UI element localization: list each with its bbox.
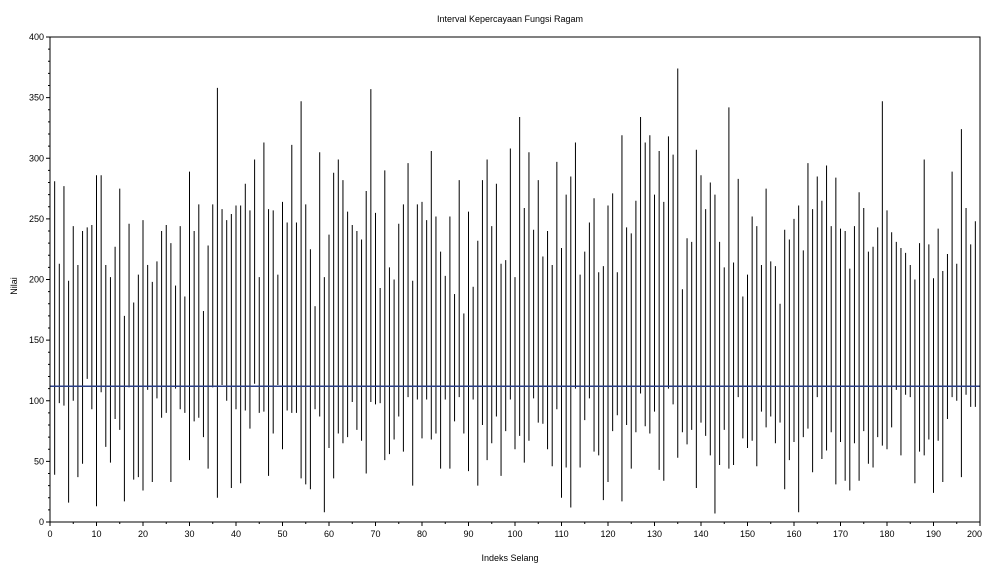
x-tick-label: 70 [370, 529, 380, 539]
x-tick-label: 80 [417, 529, 427, 539]
y-tick-label: 50 [34, 456, 44, 466]
x-tick-label: 200 [967, 529, 982, 539]
y-tick-label: 350 [29, 93, 44, 103]
x-axis-label: Indeks Selang [481, 553, 538, 563]
y-tick-label: 300 [29, 153, 44, 163]
y-tick-label: 100 [29, 396, 44, 406]
y-tick-label: 250 [29, 214, 44, 224]
x-tick-label: 30 [184, 529, 194, 539]
x-tick-label: 160 [786, 529, 801, 539]
x-tick-label: 10 [91, 529, 101, 539]
x-tick-label: 130 [647, 529, 662, 539]
x-tick-label: 90 [463, 529, 473, 539]
x-tick-label: 120 [600, 529, 615, 539]
x-tick-label: 20 [138, 529, 148, 539]
x-tick-label: 50 [277, 529, 287, 539]
y-tick-label: 0 [39, 517, 44, 527]
x-tick-label: 140 [693, 529, 708, 539]
y-tick-label: 150 [29, 335, 44, 345]
x-tick-label: 190 [926, 529, 941, 539]
x-tick-label: 110 [554, 529, 568, 539]
y-tick-label: 400 [29, 32, 44, 42]
y-axis-ticks: 0 50 100 150 200 250 300 350 400 [29, 32, 50, 527]
x-axis-ticks: 0 10 20 30 40 50 60 70 80 90 100 110 120 130 140 150 160… [47, 522, 982, 539]
x-tick-label: 40 [231, 529, 241, 539]
y-tick-label: 200 [29, 275, 44, 285]
x-tick-label: 180 [879, 529, 894, 539]
x-tick-label: 100 [507, 529, 522, 539]
y-axis-label: Nilai [9, 277, 19, 295]
x-tick-label: 150 [740, 529, 755, 539]
x-tick-label: 0 [47, 529, 52, 539]
interval-bars [54, 68, 981, 514]
x-tick-label: 60 [324, 529, 334, 539]
chart-title: Interval Kepercayaan Fungsi Ragam [437, 14, 583, 24]
x-tick-label: 170 [833, 529, 848, 539]
